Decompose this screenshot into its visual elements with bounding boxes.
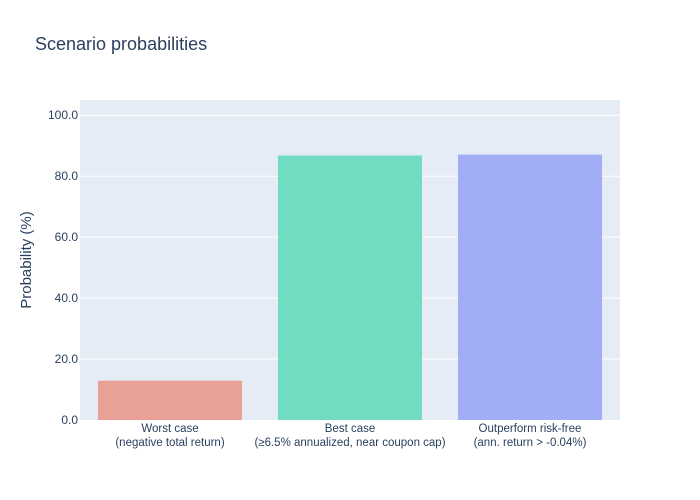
chart-title: Scenario probabilities [35, 34, 207, 54]
y-axis-ticks: 0.0 20.0 40.0 60.0 80.0 100.0 [48, 108, 78, 427]
y-tick-label: 100.0 [48, 108, 78, 122]
x-category-label: Outperform risk-free [479, 423, 582, 435]
y-tick-label: 80.0 [55, 169, 79, 183]
y-tick-label: 0.0 [61, 413, 78, 427]
y-tick-label: 40.0 [55, 291, 79, 305]
x-category-label: Worst case [141, 423, 198, 435]
x-category-sublabel: (negative total return) [115, 437, 224, 449]
bars [98, 154, 602, 421]
x-category-sublabel: (≥6.5% annualized, near coupon cap) [254, 437, 445, 449]
bar-2 [278, 155, 422, 420]
x-category-sublabel: (ann. return > -0.04%) [474, 437, 587, 449]
bar-3 [458, 154, 602, 421]
bar-1 [98, 380, 242, 420]
y-tick-label: 60.0 [55, 230, 79, 244]
x-axis-categories: Worst case (negative total return) Best ca… [115, 423, 586, 449]
y-axis-title: Probability (%) [18, 211, 35, 309]
x-category-label: Best case [325, 423, 376, 435]
y-tick-label: 20.0 [55, 352, 79, 366]
